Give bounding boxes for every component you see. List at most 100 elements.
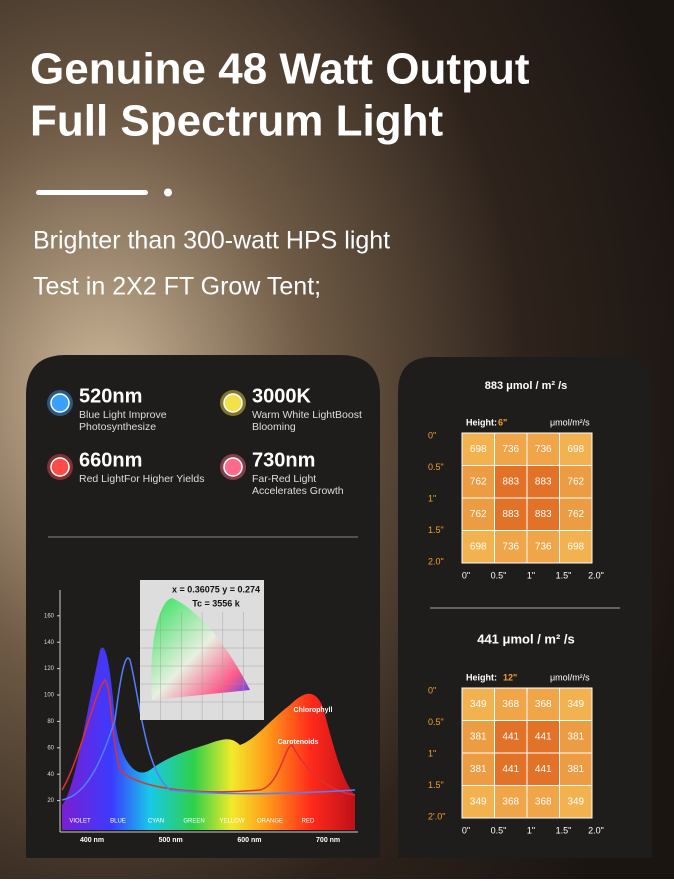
cell-value: 736 bbox=[535, 541, 552, 552]
cell-value: 698 bbox=[567, 541, 584, 552]
heat-cell bbox=[526, 530, 560, 564]
spectrum-chart: x = 0.36075 y = 0.274 Tc = 3556 k Chloro… bbox=[44, 580, 358, 844]
cell-value: 736 bbox=[535, 444, 552, 455]
unit-label: μmol/m²/s bbox=[550, 672, 590, 682]
carotenoid-curve bbox=[61, 657, 356, 801]
heat-cell bbox=[526, 720, 560, 754]
feature-desc: Far-Red Light bbox=[252, 473, 316, 485]
band-label: VIOLET bbox=[69, 819, 91, 825]
color-strip bbox=[62, 812, 355, 830]
heat-cell bbox=[494, 785, 528, 819]
band-label: CYAN bbox=[148, 819, 164, 825]
y-tick-label: 20 bbox=[47, 798, 54, 804]
cell-value: 736 bbox=[502, 541, 519, 552]
cell-value: 349 bbox=[470, 796, 487, 807]
cell-value: 381 bbox=[567, 764, 584, 775]
cell-value: 349 bbox=[470, 699, 487, 710]
feature-value: 520nm bbox=[79, 385, 142, 407]
heat-cell bbox=[559, 530, 593, 564]
cell-value: 368 bbox=[535, 796, 552, 807]
cell-value: 381 bbox=[567, 731, 584, 742]
cell-value: 762 bbox=[470, 509, 487, 520]
col-label: 1" bbox=[527, 570, 535, 580]
height-label: Height: bbox=[466, 417, 497, 427]
cell-value: 368 bbox=[502, 699, 519, 710]
row-label: 0" bbox=[428, 430, 436, 440]
heat-cell bbox=[461, 530, 495, 564]
height-label: Height: bbox=[466, 672, 497, 682]
height-value: 6" bbox=[498, 417, 507, 427]
cell-value: 441 bbox=[502, 764, 519, 775]
feature-icon bbox=[50, 457, 70, 477]
spectrum-area bbox=[62, 647, 355, 830]
chromaticity-label: x = 0.36075 y = 0.274 bbox=[172, 584, 260, 594]
col-label: 0" bbox=[462, 825, 470, 835]
row-label: 0.5" bbox=[428, 717, 444, 727]
cell-value: 441 bbox=[535, 731, 552, 742]
cell-value: 441 bbox=[502, 731, 519, 742]
col-label: 0" bbox=[462, 570, 470, 580]
feature-icon bbox=[223, 457, 243, 477]
heat-cell bbox=[559, 432, 593, 466]
y-tick-label: 100 bbox=[44, 693, 55, 699]
heat-cell bbox=[526, 785, 560, 819]
cell-value: 883 bbox=[502, 476, 519, 487]
cell-value: 762 bbox=[567, 509, 584, 520]
row-label: 1" bbox=[428, 748, 436, 758]
feature-desc: Photosynthesize bbox=[79, 421, 156, 433]
cell-value: 368 bbox=[535, 699, 552, 710]
heat-cell bbox=[461, 465, 495, 499]
row-label: 0.5" bbox=[428, 462, 444, 472]
feature-value: 660nm bbox=[79, 449, 142, 471]
y-tick-label: 160 bbox=[44, 613, 55, 619]
row-label: 1.5" bbox=[428, 780, 444, 790]
cell-value: 368 bbox=[502, 796, 519, 807]
heat-cell bbox=[559, 720, 593, 754]
cell-value: 381 bbox=[470, 764, 487, 775]
heat-cell bbox=[559, 785, 593, 819]
cell-value: 762 bbox=[567, 476, 584, 487]
x-tick-label: 500 nm bbox=[159, 837, 183, 844]
divider bbox=[36, 190, 148, 195]
heat-cell bbox=[494, 530, 528, 564]
col-label: 0.5" bbox=[491, 825, 507, 835]
y-tick-label: 60 bbox=[47, 745, 54, 751]
title: Full Spectrum Light bbox=[30, 97, 443, 146]
cell-value: 698 bbox=[470, 444, 487, 455]
col-label: 0.5" bbox=[491, 570, 507, 580]
band-label: ORANGE bbox=[257, 819, 283, 825]
subtitle: Brighter than 300-watt HPS light bbox=[33, 227, 390, 255]
row-label: 2.0" bbox=[428, 556, 444, 566]
height-value: 12" bbox=[503, 672, 517, 682]
unit-label: μmol/m²/s bbox=[550, 417, 590, 427]
heat-cell bbox=[494, 497, 528, 531]
cell-value: 883 bbox=[535, 509, 552, 520]
col-label: 1.5" bbox=[556, 570, 572, 580]
heat-cell bbox=[559, 752, 593, 786]
chromaticity-gamut bbox=[151, 598, 250, 700]
cell-value: 698 bbox=[567, 444, 584, 455]
cct-label: Tc = 3556 k bbox=[192, 598, 241, 608]
cell-value: 883 bbox=[535, 476, 552, 487]
cell-value: 441 bbox=[535, 764, 552, 775]
heat-cell bbox=[461, 785, 495, 819]
feature-desc: Blue Light Improve bbox=[79, 409, 167, 421]
heat-cell bbox=[559, 465, 593, 499]
x-tick-label: 600 nm bbox=[237, 837, 261, 844]
feature-value: 730nm bbox=[252, 449, 315, 471]
cell-value: 349 bbox=[567, 796, 584, 807]
divider-dot bbox=[164, 188, 172, 197]
heat-cell bbox=[461, 752, 495, 786]
cell-value: 349 bbox=[567, 699, 584, 710]
band-label: GREEN bbox=[183, 819, 204, 825]
band-label: BLUE bbox=[110, 819, 126, 825]
y-tick-label: 120 bbox=[44, 666, 55, 672]
band-label: YELLOW bbox=[219, 819, 244, 825]
cell-value: 762 bbox=[470, 476, 487, 487]
col-label: 1" bbox=[527, 825, 535, 835]
heat-cell bbox=[461, 432, 495, 466]
band-label: RED bbox=[302, 819, 315, 825]
ppfd-title: 883 μmol / m² /s bbox=[485, 380, 568, 392]
